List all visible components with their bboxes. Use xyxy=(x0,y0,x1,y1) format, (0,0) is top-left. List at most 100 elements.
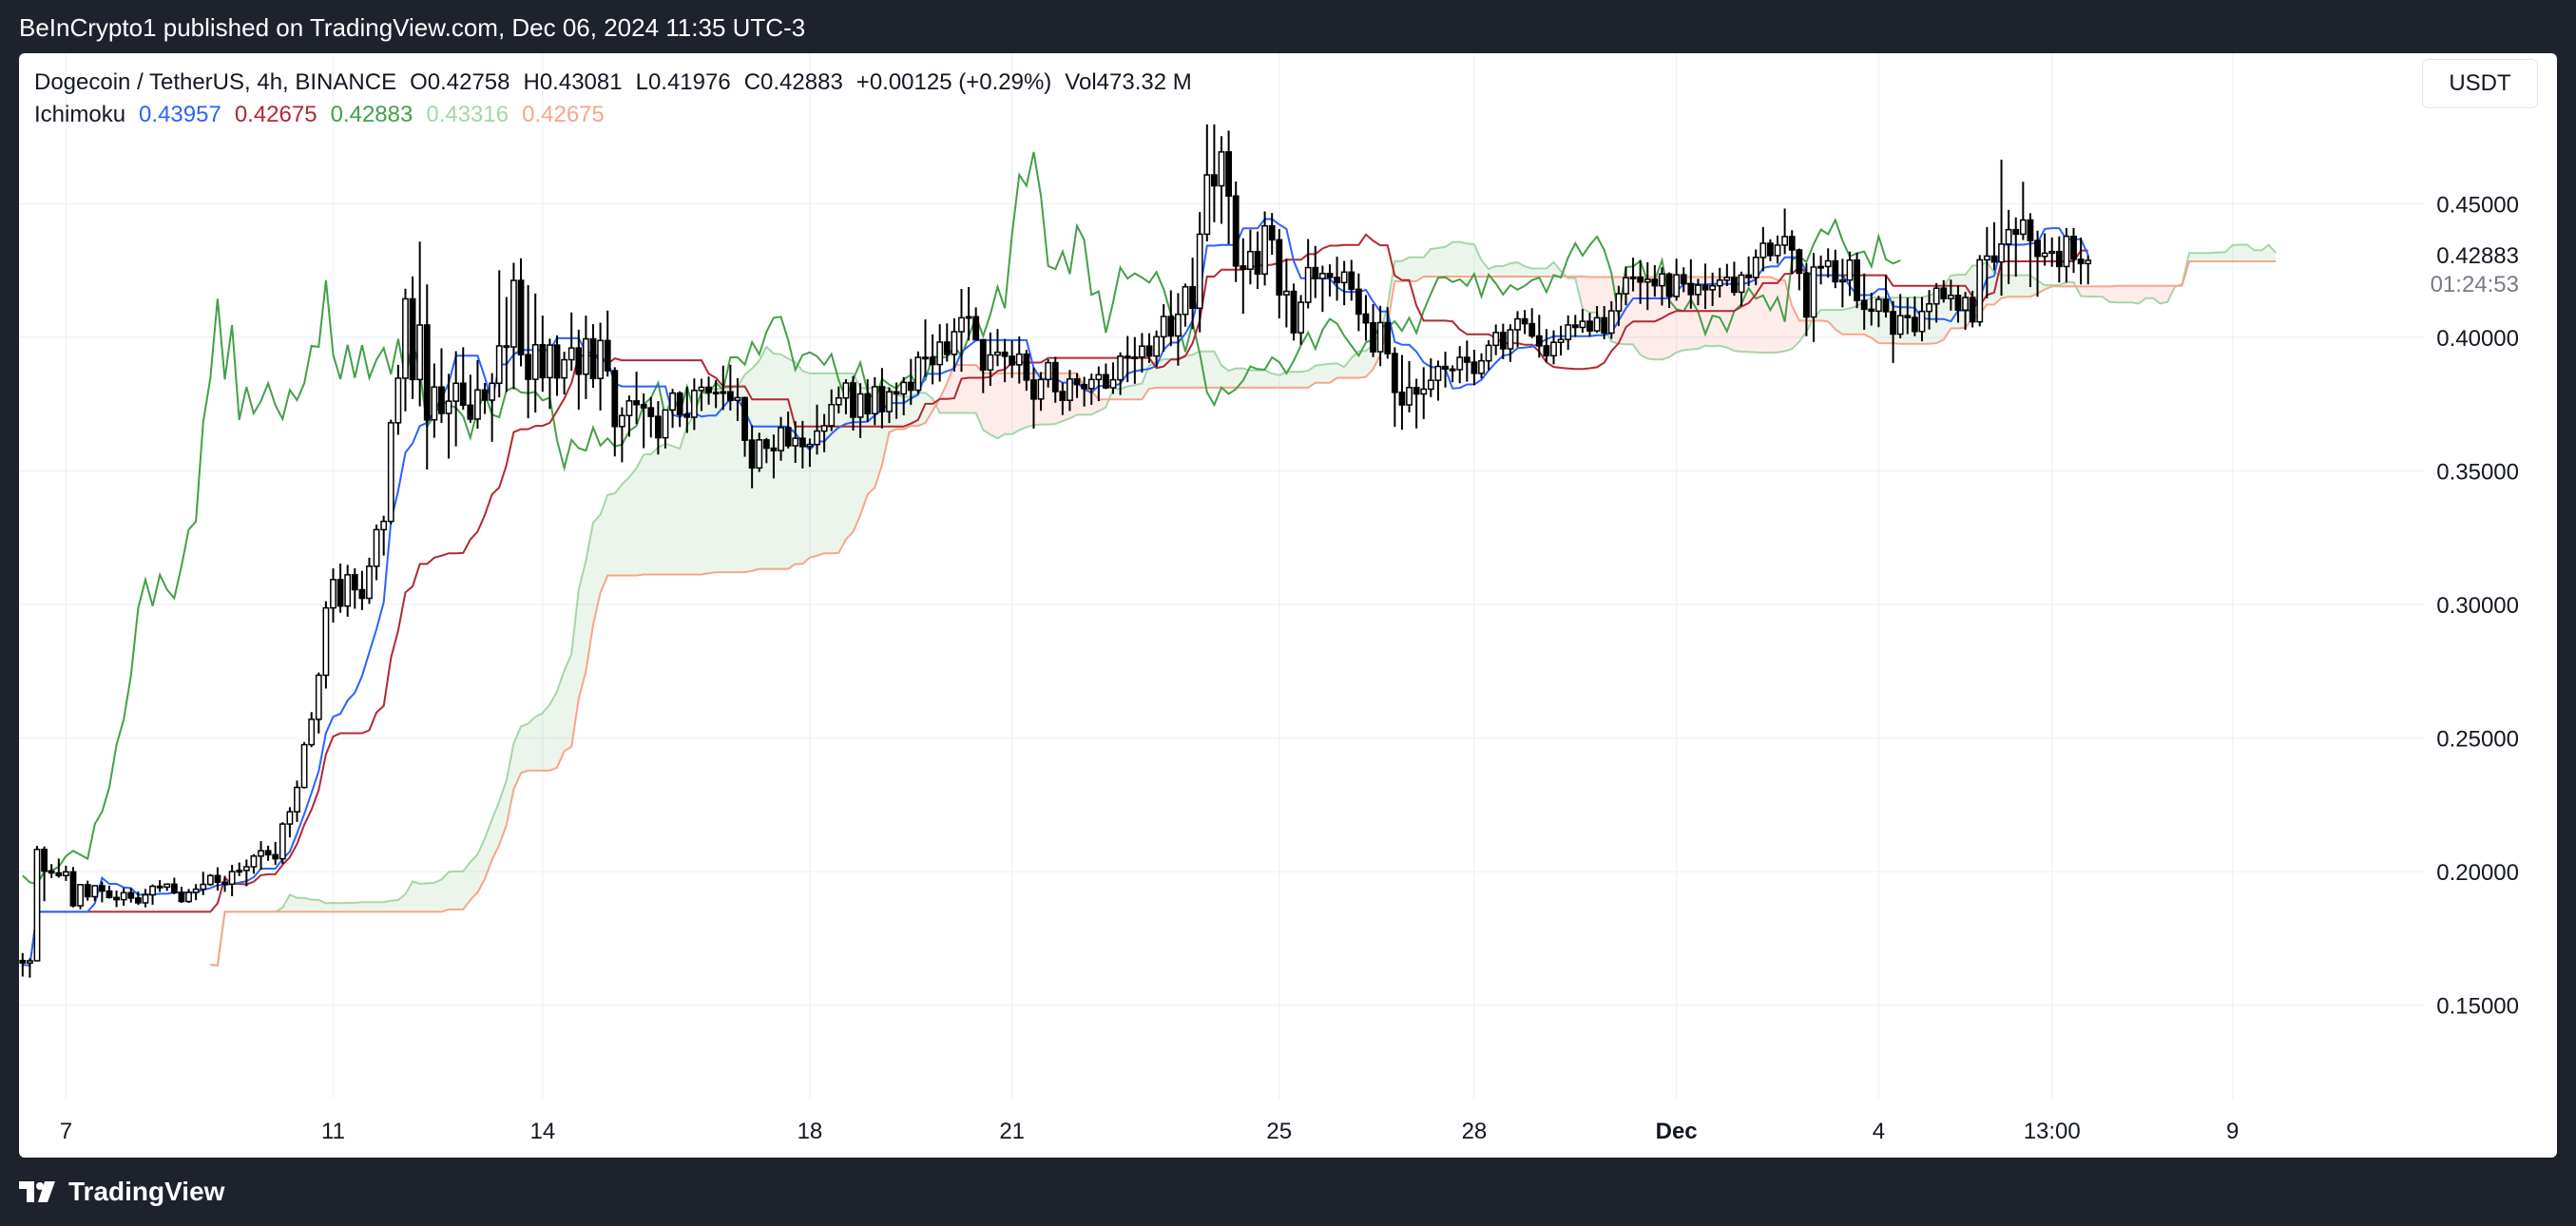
candle-down xyxy=(106,890,113,899)
cloud-segment xyxy=(549,691,558,771)
candle-down xyxy=(611,370,619,428)
candle-up xyxy=(1427,379,1434,391)
candle-up xyxy=(814,430,820,446)
candle-down xyxy=(2077,259,2085,265)
cloud-segment xyxy=(1792,305,1799,350)
cloud-segment xyxy=(903,396,912,430)
candle-down xyxy=(1449,368,1456,372)
cloud-segment xyxy=(2009,275,2016,297)
cloud-segment xyxy=(766,347,774,569)
cloud-segment xyxy=(1467,243,1474,277)
candle-up xyxy=(669,392,676,412)
candle-down xyxy=(589,337,597,379)
candle-up xyxy=(1376,321,1384,353)
candle-up xyxy=(402,297,409,379)
candle-up xyxy=(1774,244,1781,257)
candle-up xyxy=(567,347,575,361)
candle-up xyxy=(510,279,517,348)
candle-down xyxy=(1882,298,1890,313)
ichimoku-lead-b-value: 0.42675 xyxy=(522,102,605,127)
cloud-segment xyxy=(1019,373,1027,431)
candle-down xyxy=(1680,274,1687,285)
candle-up xyxy=(792,437,799,447)
candle-up xyxy=(228,871,236,886)
candle-down xyxy=(55,872,63,877)
candle-down xyxy=(1571,324,1579,329)
time-tick-label: 14 xyxy=(529,1119,555,1144)
cloud-segment xyxy=(817,373,825,556)
leading-span-b-line xyxy=(210,260,2277,967)
cloud-segment xyxy=(455,871,464,910)
candle-up xyxy=(2041,252,2048,258)
cloud-segment xyxy=(780,354,789,569)
candle-up xyxy=(489,382,496,401)
price-tick-label: 0.40000 xyxy=(2436,326,2519,352)
candle-down xyxy=(2070,235,2077,260)
candle-down xyxy=(633,400,641,406)
candle-up xyxy=(1709,284,1717,291)
indicator-name[interactable]: Ichimoku xyxy=(34,102,126,127)
time-tick-label: 9 xyxy=(2226,1119,2239,1144)
candle-down xyxy=(358,588,366,600)
cloud-segment xyxy=(1192,351,1201,388)
cloud-segment xyxy=(2131,285,2139,304)
cloud-segment xyxy=(1242,368,1251,388)
candle-up xyxy=(1752,257,1759,278)
candle-down xyxy=(979,338,987,371)
candle-down xyxy=(1911,316,1918,333)
cloud-segment xyxy=(405,881,413,912)
candle-down xyxy=(272,853,279,860)
ohlc-high: H0.43081 xyxy=(523,69,623,95)
cloud-segment xyxy=(325,903,334,912)
candle-down xyxy=(784,427,792,447)
candle-up xyxy=(1781,236,1789,246)
candle-down xyxy=(1254,250,1261,276)
cloud-segment xyxy=(1416,257,1424,281)
candle-down xyxy=(798,437,806,448)
candle-down xyxy=(1543,345,1550,357)
leading-span-a-line xyxy=(210,240,2277,967)
candle-up xyxy=(720,391,727,394)
candle-up xyxy=(206,874,214,886)
candle-down xyxy=(1731,277,1738,294)
cloud-segment xyxy=(1459,241,1468,277)
cloud-segment xyxy=(2023,275,2030,297)
cloud-segment xyxy=(347,902,356,912)
cloud-segment xyxy=(975,365,984,431)
chart-panel[interactable]: 0.45000 0.40000 0.35000 0.30000 0.25000 0.200… xyxy=(19,53,2557,1158)
candle-down xyxy=(438,386,445,414)
symbol-title[interactable]: Dogecoin / TetherUS, 4h, BINANCE xyxy=(34,69,397,95)
cloud-segment xyxy=(1170,358,1179,388)
candle-up xyxy=(951,331,958,355)
cloud-segment xyxy=(636,454,644,576)
candle-up xyxy=(1896,315,1904,335)
cloud-segment xyxy=(809,373,817,558)
candle-up xyxy=(242,866,250,872)
candle-down xyxy=(1442,365,1449,371)
candle-down xyxy=(1334,277,1340,284)
cloud-segment xyxy=(1509,262,1518,277)
cloud-segment xyxy=(441,872,450,912)
cloud-segment xyxy=(419,883,428,912)
candle-down xyxy=(1276,239,1283,296)
currency-button[interactable]: USDT xyxy=(2422,59,2538,108)
candle-down xyxy=(705,386,712,393)
cloud-segment xyxy=(917,393,926,427)
cloud-segment xyxy=(1134,383,1143,400)
candle-up xyxy=(1261,224,1268,276)
candle-down xyxy=(1788,236,1796,251)
cloud-segment xyxy=(1264,370,1273,388)
cloud-segment xyxy=(361,902,370,912)
candle-down xyxy=(467,404,474,420)
candle-down xyxy=(1832,259,1839,283)
candle-down xyxy=(1326,272,1334,278)
cloud-segment xyxy=(2254,250,2262,261)
candle-down xyxy=(1348,271,1355,291)
candle-up xyxy=(871,386,878,415)
cloud-segment xyxy=(2246,244,2255,261)
candle-down xyxy=(553,344,561,379)
price-chart[interactable]: 0.45000 0.40000 0.35000 0.30000 0.25000 0.200… xyxy=(19,53,2557,1158)
ichimoku-lead-a-value: 0.43316 xyxy=(426,102,509,127)
cloud-segment xyxy=(2232,244,2240,261)
cloud-segment xyxy=(1005,373,1012,434)
